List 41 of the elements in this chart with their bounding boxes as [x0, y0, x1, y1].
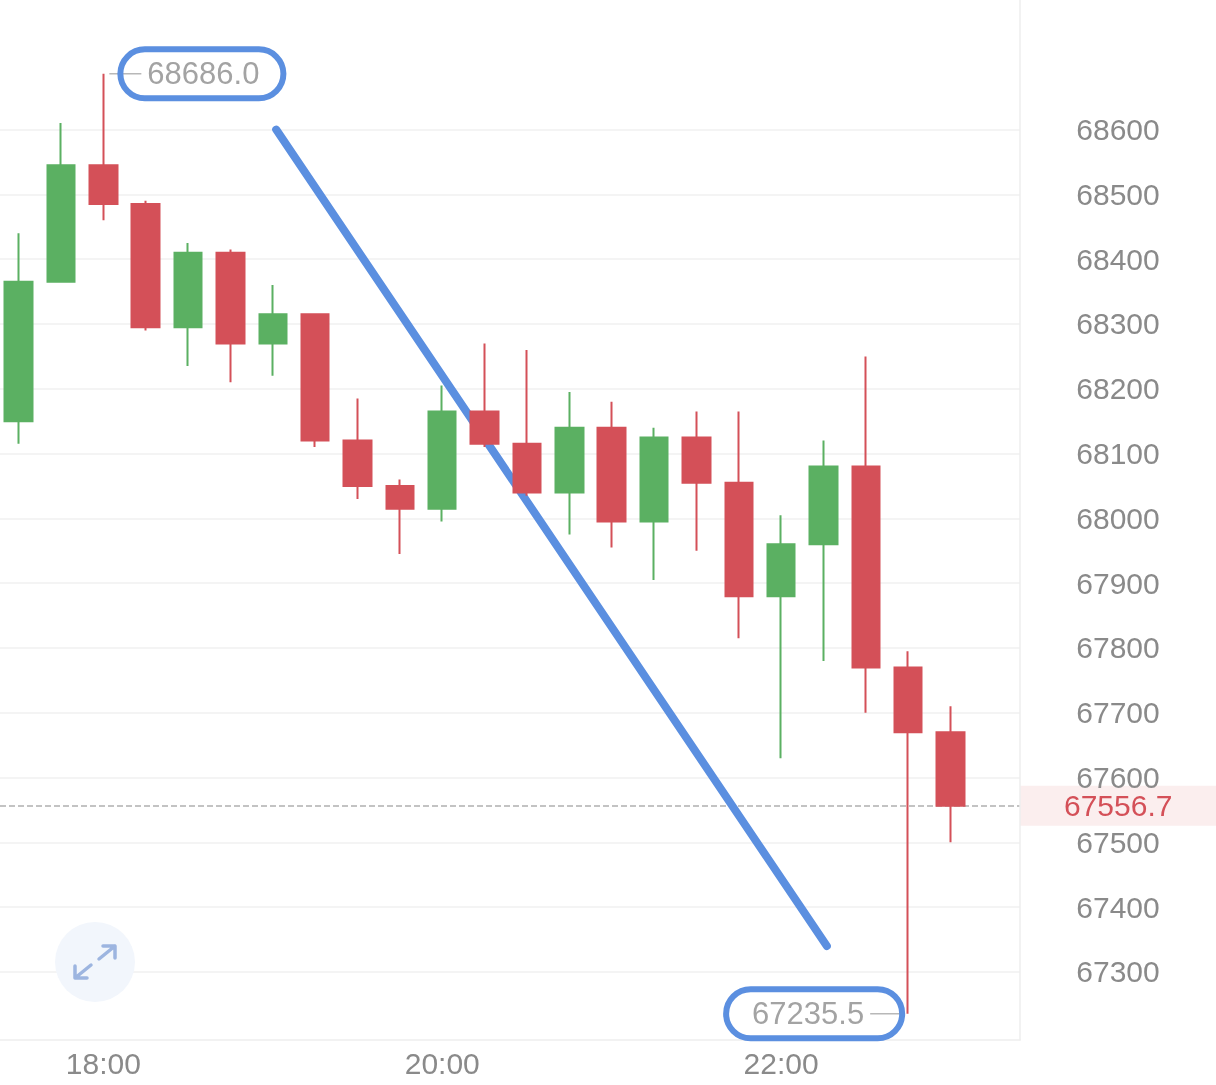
annotation: 67235.5	[752, 996, 865, 1032]
candlestick	[596, 400, 627, 549]
y-tick-label: 68500	[1076, 177, 1160, 211]
y-tick-label: 67700	[1076, 696, 1160, 730]
y-tick-label: 67400	[1076, 890, 1160, 924]
candlestick	[88, 72, 119, 222]
y-tick-label: 67900	[1076, 566, 1160, 600]
x-tick-label: 20:00	[404, 1046, 480, 1080]
candlestick	[893, 650, 923, 1015]
y-tick-label: 67800	[1076, 631, 1160, 665]
candlestick	[724, 410, 754, 640]
candlestick	[935, 705, 966, 844]
y-tick-label: 68000	[1076, 501, 1160, 535]
candlestick	[3, 232, 34, 445]
candlestick	[385, 478, 415, 556]
candlestick	[173, 241, 203, 368]
y-tick-label: 68400	[1076, 242, 1160, 276]
candlestick	[554, 391, 585, 536]
candlestick	[469, 342, 500, 449]
y-tick-label: 67300	[1076, 955, 1160, 989]
candlestick	[512, 348, 542, 497]
candlestick	[258, 284, 288, 377]
x-tick-label: 22:00	[743, 1046, 819, 1080]
y-tick-label: 67500	[1076, 825, 1160, 859]
candlestick	[46, 122, 76, 283]
annotation: 68686.0	[147, 56, 260, 92]
candlestick	[215, 248, 246, 384]
y-tick-label: 68600	[1076, 113, 1160, 147]
y-tick-label: 68300	[1076, 307, 1160, 341]
x-tick-label: 18:00	[65, 1046, 141, 1080]
y-tick-label: 68100	[1076, 437, 1160, 471]
candlestick	[300, 313, 330, 449]
candlestick	[681, 410, 712, 552]
candlestick	[766, 514, 796, 760]
candlestick	[427, 384, 457, 523]
candlestick	[342, 397, 373, 500]
y-tick-label: 68200	[1076, 372, 1160, 406]
candlestick	[639, 426, 669, 581]
candlestick	[808, 439, 839, 662]
candlestick	[851, 355, 881, 714]
candlestick	[130, 199, 161, 332]
